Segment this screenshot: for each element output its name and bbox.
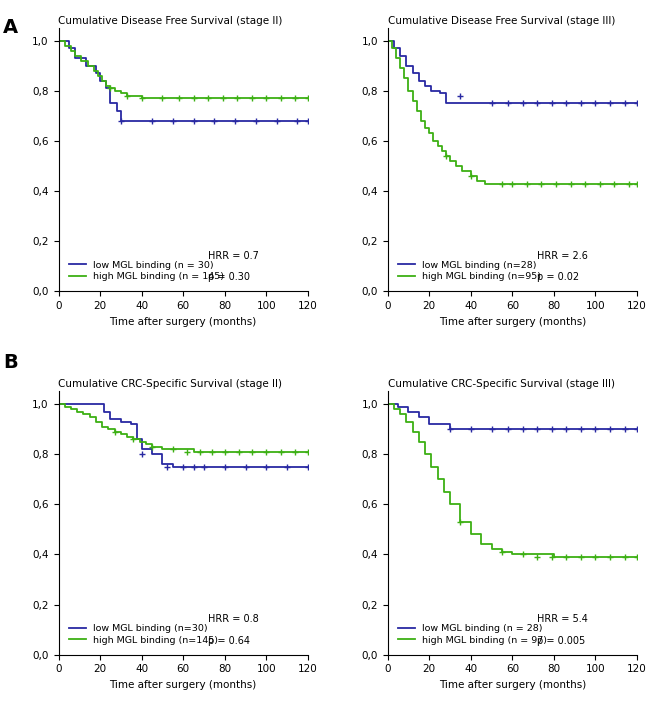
Text: HRR = 0.7: HRR = 0.7 [208,251,259,261]
Text: p = 0.64: p = 0.64 [208,636,250,646]
Legend: low MGL binding (n=30), high MGL binding (n=145): low MGL binding (n=30), high MGL binding… [66,622,221,648]
Text: Cumulative Disease Free Survival (stage III): Cumulative Disease Free Survival (stage … [387,16,615,26]
Text: HRR = 5.4: HRR = 5.4 [538,615,588,624]
Text: p = 0.30: p = 0.30 [208,272,250,282]
X-axis label: Time after surgery (months): Time after surgery (months) [439,317,586,327]
Text: B: B [3,353,18,372]
Legend: low MGL binding (n = 30), high MGL binding (n = 145): low MGL binding (n = 30), high MGL bindi… [66,258,227,284]
Text: HRR = 0.8: HRR = 0.8 [208,615,259,624]
X-axis label: Time after surgery (months): Time after surgery (months) [439,680,586,690]
X-axis label: Time after surgery (months): Time after surgery (months) [110,680,257,690]
Text: p = 0.005: p = 0.005 [538,636,586,646]
Text: HRR = 2.6: HRR = 2.6 [538,251,588,261]
X-axis label: Time after surgery (months): Time after surgery (months) [110,317,257,327]
Text: Cumulative Disease Free Survival (stage II): Cumulative Disease Free Survival (stage … [58,16,283,26]
Legend: low MGL binding (n=28), high MGL binding (n=95): low MGL binding (n=28), high MGL binding… [395,258,544,284]
Text: Cumulative CRC-Specific Survival (stage II): Cumulative CRC-Specific Survival (stage … [58,379,283,389]
Text: Cumulative CRC-Specific Survival (stage III): Cumulative CRC-Specific Survival (stage … [387,379,615,389]
Text: p = 0.02: p = 0.02 [538,272,579,282]
Text: A: A [3,18,18,37]
Legend: low MGL binding (n = 28), high MGL binding (n = 97): low MGL binding (n = 28), high MGL bindi… [395,622,550,648]
